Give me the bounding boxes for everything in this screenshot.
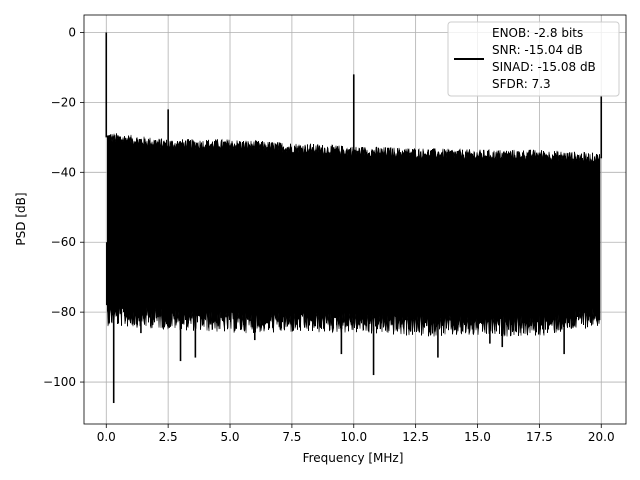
legend-box — [447, 21, 620, 97]
y-tick-label: −80 — [51, 305, 76, 319]
data-series — [105, 32, 603, 404]
x-tick-label: 10.0 — [340, 430, 367, 444]
plot-frame — [83, 14, 627, 425]
x-tick-label: 7.5 — [282, 430, 301, 444]
y-axis-ticks: 0 −20 −40 −60 −80 −100 — [43, 25, 84, 389]
y-tick-label: 0 — [68, 25, 76, 39]
x-tick-label: 0.0 — [97, 430, 116, 444]
x-tick-label: 15.0 — [464, 430, 491, 444]
x-axis-label: Frequency [MHz] — [303, 451, 404, 465]
y-tick-label: −40 — [51, 165, 76, 179]
y-axis-label: PSD [dB] — [14, 192, 28, 245]
x-tick-label: 12.5 — [402, 430, 429, 444]
x-tick-label: 17.5 — [526, 430, 553, 444]
x-tick-label: 5.0 — [220, 430, 239, 444]
x-tick-label: 2.5 — [159, 430, 178, 444]
legend-line-sinad: SINAD: -15.08 dB — [492, 60, 596, 74]
legend-line-snr: SNR: -15.04 dB — [492, 43, 583, 57]
y-tick-label: −20 — [51, 95, 76, 109]
x-axis-ticks: 0.0 2.5 5.0 7.5 10.0 12.5 15.0 17.5 20.0 — [97, 424, 615, 444]
x-tick-label: 20.0 — [588, 430, 615, 444]
y-tick-label: −60 — [51, 235, 76, 249]
legend-line-sfdr: SFDR: 7.3 — [492, 77, 551, 91]
legend: ENOB: -2.8 bits SNR: -15.04 dB SINAD: -1… — [447, 21, 620, 97]
legend-line-enob: ENOB: -2.8 bits — [492, 26, 583, 40]
y-tick-label: −100 — [43, 375, 76, 389]
